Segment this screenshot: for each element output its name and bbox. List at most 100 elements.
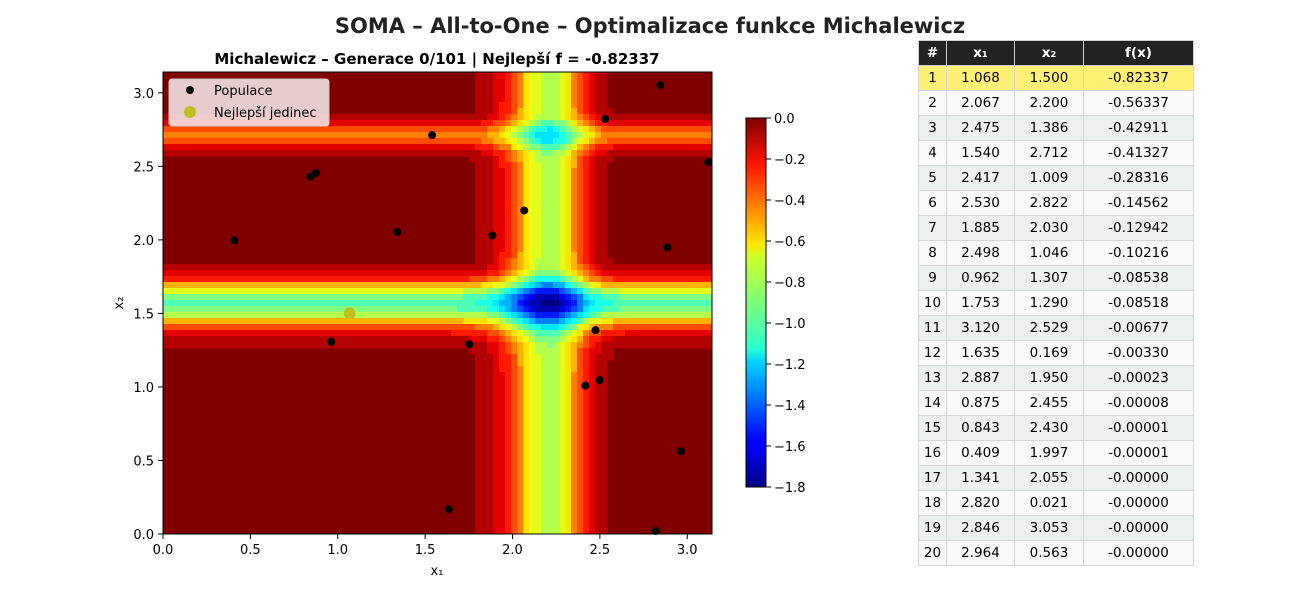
heatmap-cell (403, 288, 410, 295)
heatmap-cell (559, 498, 566, 505)
heatmap-cell (433, 306, 440, 313)
heatmap-cell (595, 366, 602, 373)
heatmap-cell (667, 336, 674, 343)
heatmap-cell (631, 138, 638, 145)
heatmap-cell (571, 234, 578, 241)
heatmap-cell (583, 420, 590, 427)
heatmap-cell (523, 288, 530, 295)
heatmap-cell (367, 150, 374, 157)
heatmap-cell (601, 78, 608, 85)
heatmap-cell (493, 450, 500, 457)
heatmap-cell (547, 222, 554, 229)
heatmap-cell (577, 162, 584, 169)
heatmap-cell (589, 522, 596, 529)
heatmap-cell (553, 384, 560, 391)
heatmap-cell (499, 432, 506, 439)
heatmap-cell (535, 498, 542, 505)
heatmap-cell (505, 126, 512, 133)
heatmap-cell (223, 138, 230, 145)
heatmap-cell (265, 300, 272, 307)
heatmap-cell (373, 312, 380, 319)
heatmap-cell (709, 336, 712, 343)
heatmap-cell (559, 168, 566, 175)
heatmap-cell (241, 276, 248, 283)
heatmap-cell (517, 234, 524, 241)
heatmap-cell (529, 522, 536, 529)
heatmap-cell (307, 264, 314, 271)
heatmap-cell (343, 270, 350, 277)
heatmap-cell (565, 354, 572, 361)
heatmap-cell (649, 330, 656, 337)
heatmap-cell (523, 348, 530, 355)
heatmap-cell (415, 342, 422, 349)
heatmap-cell (223, 264, 230, 271)
heatmap-cell (577, 468, 584, 475)
heatmap-cell (421, 126, 428, 133)
heatmap-cell (553, 120, 560, 127)
heatmap-cell (361, 306, 368, 313)
heatmap-cell (499, 120, 506, 127)
heatmap-cell (265, 342, 272, 349)
heatmap-cell (607, 294, 614, 301)
heatmap-cell (553, 144, 560, 151)
heatmap-cell (301, 270, 308, 277)
heatmap-cell (343, 132, 350, 139)
heatmap-cell (247, 150, 254, 157)
heatmap-cell (577, 108, 584, 115)
heatmap-cell (493, 72, 500, 79)
heatmap-cell (355, 342, 362, 349)
heatmap-cell (499, 348, 506, 355)
heatmap-cell (373, 294, 380, 301)
heatmap-cell (223, 318, 230, 325)
heatmap-cell (175, 318, 182, 325)
heatmap-cell (409, 270, 416, 277)
heatmap-cell (619, 282, 626, 289)
heatmap-cell (175, 312, 182, 319)
heatmap-cell (571, 318, 578, 325)
heatmap-cell (163, 336, 170, 343)
heatmap-cell (601, 342, 608, 349)
heatmap-cell (547, 360, 554, 367)
heatmap-cell (541, 210, 548, 217)
table-row: 8 2.498 1.046 -0.10216 (918, 240, 1194, 266)
heatmap-cell (409, 288, 416, 295)
heatmap-cell (535, 228, 542, 235)
heatmap-cell (619, 324, 626, 331)
heatmap-cell (307, 126, 314, 133)
heatmap-cell (673, 336, 680, 343)
heatmap-cell (481, 90, 488, 97)
heatmap-cell (313, 288, 320, 295)
heatmap-cell (169, 270, 176, 277)
heatmap-cell (571, 162, 578, 169)
heatmap-cell (553, 234, 560, 241)
heatmap-cell (553, 456, 560, 463)
heatmap-cell (559, 156, 566, 163)
heatmap-cell (565, 84, 572, 91)
heatmap-cell (673, 150, 680, 157)
heatmap-cell (517, 360, 524, 367)
heatmap-cell (493, 390, 500, 397)
heatmap-cell (631, 318, 638, 325)
heatmap-cell (475, 198, 482, 205)
heatmap-cell (403, 312, 410, 319)
heatmap-cell (643, 120, 650, 127)
heatmap-cell (319, 264, 326, 271)
heatmap-cell (589, 228, 596, 235)
x-tick-label: 2.5 (590, 543, 611, 558)
heatmap-cell (481, 150, 488, 157)
heatmap-cell (523, 276, 530, 283)
heatmap-cell (697, 138, 704, 145)
heatmap-cell (607, 276, 614, 283)
x-tick-label: 1.5 (415, 543, 436, 558)
heatmap-cell (583, 114, 590, 121)
heatmap-cell (547, 438, 554, 445)
cell-x2: 2.822 (1014, 190, 1084, 216)
heatmap-cell (427, 312, 434, 319)
heatmap-cell (481, 144, 488, 151)
heatmap-cell (517, 216, 524, 223)
heatmap-cell (529, 504, 536, 511)
heatmap-cell (523, 114, 530, 121)
heatmap-cell (505, 174, 512, 181)
heatmap-cell (475, 144, 482, 151)
heatmap-cell (223, 126, 230, 133)
